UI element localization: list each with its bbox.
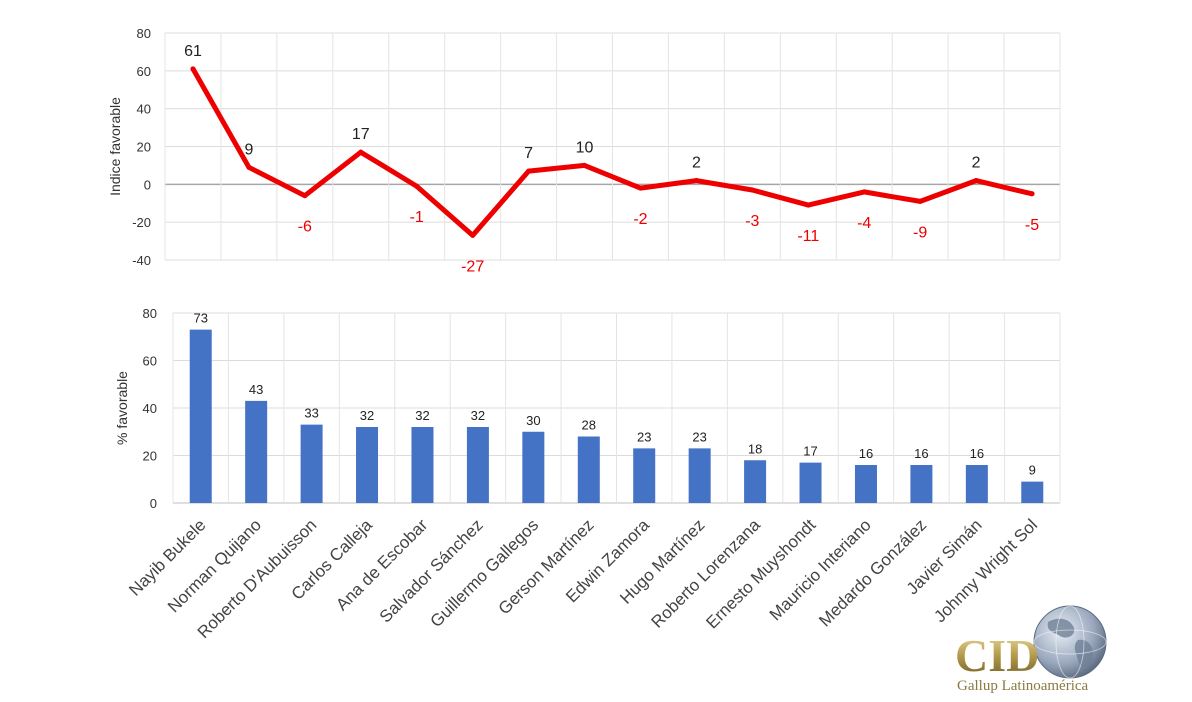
bar-rect [411, 427, 434, 503]
category-label: Salvador Sánchez [376, 515, 487, 626]
bar-rect [910, 465, 933, 503]
bar-data-label: 9 [1029, 463, 1036, 478]
bar-data-label: 23 [692, 429, 706, 444]
bar-rect [245, 400, 268, 503]
bar-rect [688, 448, 711, 503]
line-y-tick-label: 60 [137, 64, 151, 79]
line-data-label: 9 [244, 141, 253, 158]
line-data-point [190, 66, 196, 72]
line-y-tick-label: -40 [132, 253, 151, 268]
bar-data-label: 33 [304, 406, 318, 421]
bar-data-label: 16 [914, 446, 928, 461]
line-data-label: 17 [352, 126, 370, 143]
line-series-path [190, 66, 1035, 238]
line-data-point [526, 168, 532, 174]
bar-rect [744, 460, 767, 503]
bar-data-label: 43 [249, 382, 263, 397]
bar-data-label: 32 [415, 408, 429, 423]
line-data-point [582, 162, 588, 168]
bar-y-tick-label: 80 [143, 306, 157, 321]
line-data-point [1029, 191, 1035, 197]
line-data-point [470, 232, 476, 238]
bar-rect [466, 427, 489, 503]
line-y-tick-label: 0 [144, 177, 151, 192]
line-data-point [693, 178, 699, 184]
line-data-label: 10 [576, 139, 594, 156]
bar-data-label: 30 [526, 413, 540, 428]
line-data-point [917, 198, 923, 204]
line-y-tick-label: 40 [137, 102, 151, 117]
line-y-tick-label: -20 [132, 215, 151, 230]
bar-y-tick-label: 60 [143, 354, 157, 369]
category-label: Guillermo Gallegos [427, 515, 543, 631]
line-data-point [749, 187, 755, 193]
bar-data-label: 28 [582, 418, 596, 433]
category-label: Norman Quijano [164, 515, 265, 616]
line-data-label: -27 [461, 258, 484, 275]
bar-rect [300, 424, 323, 503]
bar-data-label: 17 [803, 444, 817, 459]
line-data-point [302, 193, 308, 199]
category-label: Medardo González [815, 515, 930, 630]
bar-data-label: 32 [360, 408, 374, 423]
bar-data-label: 23 [637, 429, 651, 444]
bar-data-label: 16 [859, 446, 873, 461]
bar-rect [799, 462, 822, 503]
logo-name: CID [955, 630, 1039, 681]
logo-tagline: Gallup Latinoamérica [957, 678, 1089, 694]
bar-y-axis-title: % favorable [114, 371, 130, 445]
line-data-label: 61 [184, 43, 202, 60]
line-data-point [805, 202, 811, 208]
line-y-tick-label: 20 [137, 140, 151, 155]
bar-rect [965, 465, 988, 503]
category-label: Johnny Wright Sol [930, 515, 1041, 626]
bar-y-tick-label: 0 [150, 496, 157, 511]
line-data-label: -5 [1025, 217, 1039, 234]
line-data-label: 7 [524, 145, 533, 162]
bar-data-label: 16 [970, 446, 984, 461]
bar-rect [189, 329, 212, 503]
bar-data-label: 73 [193, 311, 207, 326]
line-data-label: -3 [745, 213, 759, 230]
line-data-label: -6 [298, 219, 312, 236]
bar-rect [633, 448, 656, 503]
line-data-point [637, 185, 643, 191]
line-data-label: -9 [913, 224, 927, 241]
bar-data-label: 18 [748, 441, 762, 456]
bar-rect [577, 436, 600, 503]
cid-gallup-logo: CID Gallup Latinoamérica [955, 605, 1107, 694]
bar-rect [522, 431, 545, 503]
bar-y-tick-label: 40 [143, 401, 157, 416]
line-y-axis-title: Indice favorable [107, 97, 123, 196]
bar-y-tick-label: 20 [143, 449, 157, 464]
line-chart-panel: -40 -20 0 20 40 60 80 Indice favorable 61 9 -6 17 -1… [107, 26, 1061, 275]
line-data-label: 2 [972, 155, 981, 172]
line-data-label: -11 [797, 228, 819, 245]
bar-data-label: 32 [471, 408, 485, 423]
bar-rect [1021, 481, 1044, 503]
line-data-label: 2 [692, 155, 701, 172]
line-data-point [358, 149, 364, 155]
line-data-point [973, 178, 979, 184]
line-y-tick-label: 80 [137, 26, 151, 41]
line-data-label: -4 [857, 215, 871, 232]
category-label: Mauricio Interiano [766, 515, 875, 624]
line-data-point [414, 183, 420, 189]
globe-icon [1033, 605, 1107, 679]
line-data-point [246, 164, 252, 170]
category-label: Gerson Martínez [495, 515, 598, 618]
bar-chart-panel: 0 20 40 60 80 % favorable 73 43 33 32 32 32 30 28 23 23… [114, 306, 1061, 511]
line-data-label: -2 [633, 211, 647, 228]
line-data-point [861, 189, 867, 195]
line-data-label: -1 [410, 209, 424, 226]
bar-rect [854, 465, 877, 503]
bar-rect [356, 427, 379, 503]
